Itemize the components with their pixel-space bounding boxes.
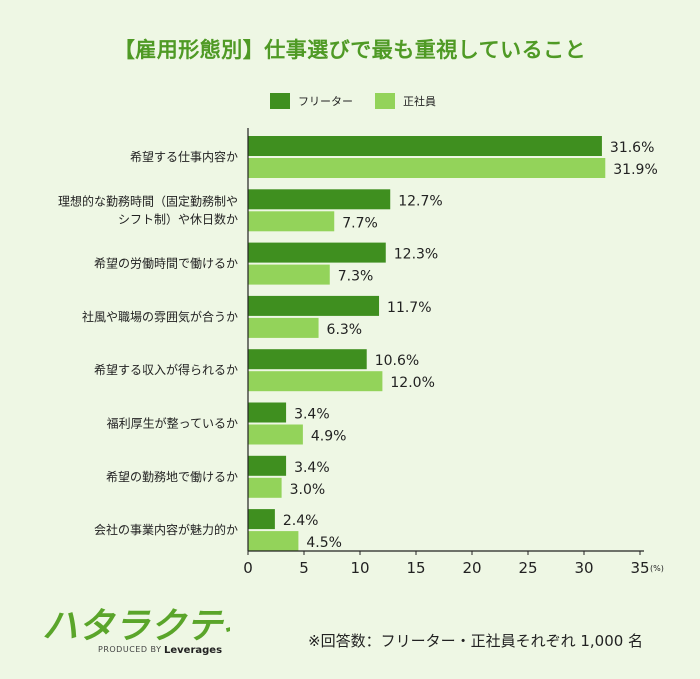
value-label: 2.4% <box>283 513 319 529</box>
bar-seishain <box>248 211 335 232</box>
bar-freeter <box>248 509 275 530</box>
category-label: 会社の事業内容が魅力的か <box>94 522 238 537</box>
x-tick-label: 20 <box>462 559 481 577</box>
hataractive-logo: ハタラクティブ PRODUCED BY Leverages <box>42 606 230 656</box>
category-label: 希望する収入が得られるか <box>94 362 238 377</box>
category-label: 福利厚生が整っているか <box>107 416 238 431</box>
bar-freeter <box>248 349 367 370</box>
value-label: 11.7% <box>387 300 431 316</box>
category-label: 希望の勤務地で働けるか <box>106 469 238 484</box>
bar-freeter <box>248 402 287 423</box>
value-label: 7.7% <box>342 215 378 231</box>
category-label: 理想的な勤務時間（固定勤務制や <box>58 193 238 208</box>
legend: フリーター 正社員 <box>270 93 458 109</box>
bar-seishain <box>248 158 606 178</box>
x-tick-label: 15 <box>406 559 425 577</box>
bar-freeter <box>248 136 602 156</box>
legend-swatch-seishain <box>375 93 395 109</box>
value-label: 4.5% <box>306 535 342 551</box>
bar-seishain <box>248 371 383 392</box>
logo-produced-by: PRODUCED BY <box>98 645 161 654</box>
category-label: 社風や職場の雰囲気が合うか <box>82 309 238 324</box>
bar-freeter <box>248 242 386 263</box>
legend-label-seishain: 正社員 <box>403 95 436 108</box>
value-label: 12.0% <box>390 375 434 391</box>
bar-seishain <box>248 477 282 498</box>
value-label: 12.7% <box>398 193 442 209</box>
chart-title: 【雇用形態別】仕事選びで最も重視していること <box>113 38 587 62</box>
category-label: シフト制）や休日数か <box>118 211 238 226</box>
legend-label-freeter: フリーター <box>298 95 353 108</box>
x-unit-label: (%) <box>650 564 664 573</box>
bar-seishain <box>248 317 319 338</box>
bar-freeter <box>248 295 380 316</box>
value-label: 3.4% <box>294 407 330 423</box>
respondents-note: ※回答数：フリーター・正社員それぞれ 1,000 名 <box>308 632 644 650</box>
x-tick-label: 5 <box>299 559 309 577</box>
bar-seishain <box>248 531 299 552</box>
x-tick-label: 0 <box>243 559 253 577</box>
value-label: 31.6% <box>610 140 654 156</box>
legend-item-freeter: フリーター <box>270 93 353 109</box>
x-tick-label: 30 <box>574 559 593 577</box>
bar-seishain <box>248 264 330 285</box>
value-label: 3.0% <box>290 482 326 498</box>
logo-brand: Leverages <box>164 645 222 656</box>
bar-seishain <box>248 424 303 445</box>
legend-item-seishain: 正社員 <box>375 93 436 109</box>
logo-mark: ハタラクティブ <box>42 606 230 647</box>
x-tick-label: 25 <box>518 559 537 577</box>
bar-freeter <box>248 189 391 210</box>
value-label: 3.4% <box>294 460 330 476</box>
x-tick-label: 35 <box>630 559 649 577</box>
x-tick-label: 10 <box>350 559 369 577</box>
value-label: 6.3% <box>327 322 363 338</box>
value-label: 7.3% <box>338 269 374 285</box>
value-label: 4.9% <box>311 429 347 445</box>
category-label: 希望の労働時間で働けるか <box>94 256 238 271</box>
legend-swatch-freeter <box>270 93 290 109</box>
value-label: 31.9% <box>613 162 657 178</box>
value-label: 12.3% <box>394 247 438 263</box>
value-label: 10.6% <box>375 353 419 369</box>
category-label: 希望する仕事内容か <box>130 149 238 164</box>
bar-freeter <box>248 455 287 476</box>
